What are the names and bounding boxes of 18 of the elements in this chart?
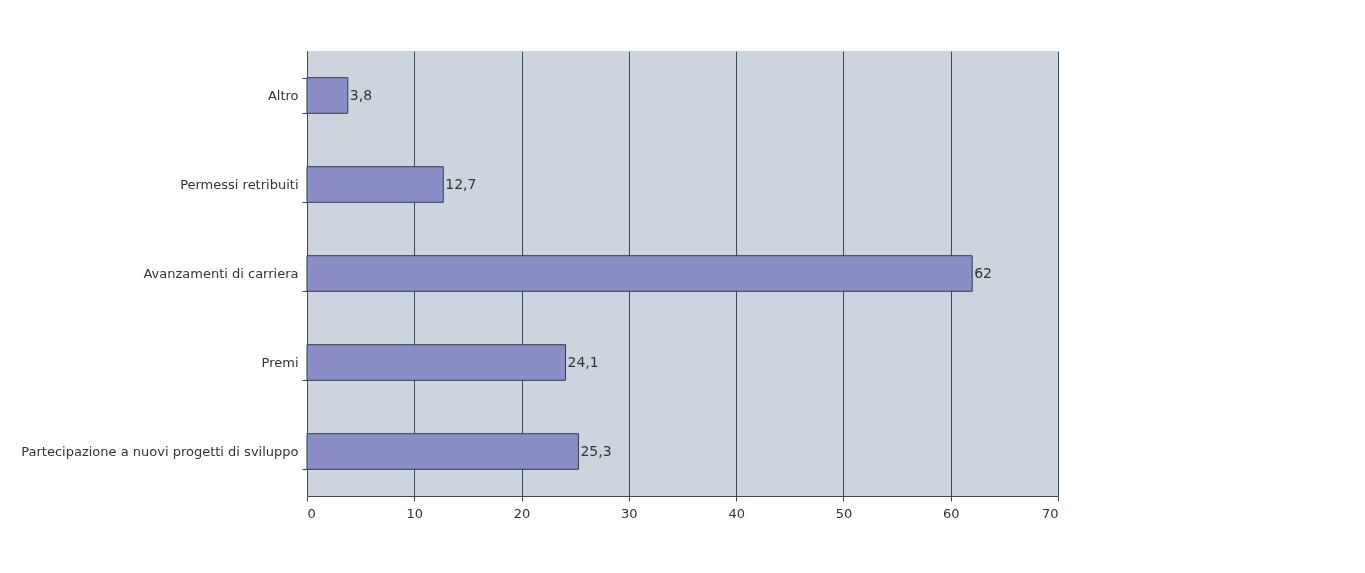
x-tick-label: 30: [621, 505, 638, 521]
x-tick-label: 20: [513, 505, 531, 521]
y-tick-label: Premi: [261, 355, 299, 370]
y-tick-label: Altro: [267, 88, 299, 103]
data-label: 12,7: [445, 175, 477, 192]
data-label: 25,3: [580, 442, 612, 459]
y-tick-label: Partecipazione a nuovi progetti di sviluppo: [21, 444, 299, 459]
y-tick-label: Avanzamenti di carriera: [143, 266, 299, 281]
data-label: 3,8: [349, 86, 373, 103]
x-tick-label: 70: [1041, 505, 1059, 521]
y-tick-label: Permessi retribuiti: [180, 177, 299, 192]
x-tick-label: 50: [835, 505, 853, 521]
data-label: 62: [974, 264, 992, 281]
x-tick-label: 60: [942, 505, 960, 521]
data-label: 24,1: [567, 353, 599, 370]
x-tick-label: 10: [406, 505, 424, 521]
x-tick-label: 40: [728, 505, 745, 521]
x-tick-label: 0: [307, 505, 316, 521]
